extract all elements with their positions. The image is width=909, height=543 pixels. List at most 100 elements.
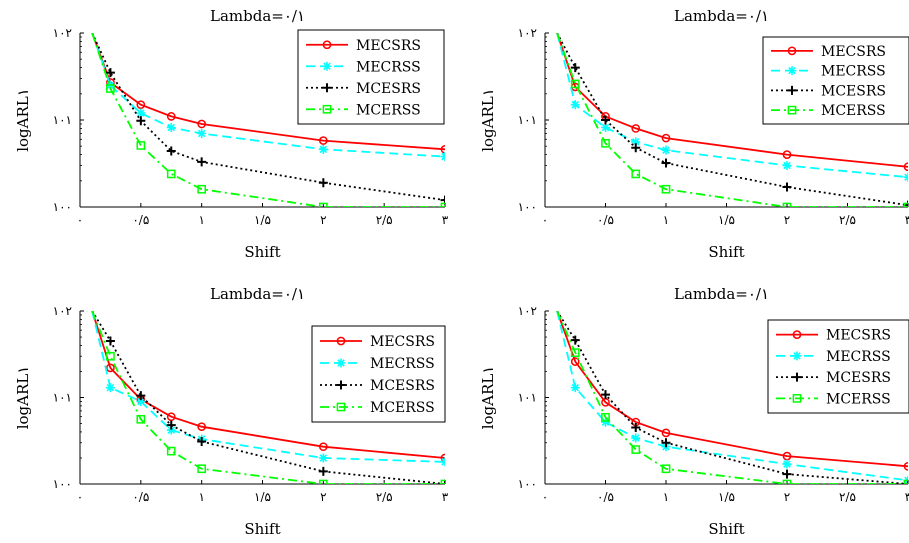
legend-label: MECRSS xyxy=(370,356,435,372)
data-point xyxy=(661,184,671,194)
legend-label: MECSRS xyxy=(356,38,421,54)
legend-marker xyxy=(322,83,332,93)
data-point xyxy=(197,128,207,138)
series-mcerss xyxy=(556,33,908,207)
legend-label: MCESRS xyxy=(356,81,421,97)
legend-label: MECRSS xyxy=(826,349,891,365)
data-point xyxy=(166,169,176,179)
legend: MECSRS MECRSS MCESRS MCERSS xyxy=(311,325,446,423)
legend-entry-mecrss: MECRSS xyxy=(320,356,435,372)
data-point xyxy=(318,202,328,207)
y-tick-label: ۱۰۰ xyxy=(518,200,537,214)
data-point xyxy=(166,412,176,422)
data-point xyxy=(440,152,445,162)
chart-title: Lambda=۰/۱ xyxy=(210,285,305,303)
chart-title: Lambda=۰/۱ xyxy=(210,7,305,25)
data-point xyxy=(601,390,610,400)
x-tick-label: ۱/۵ xyxy=(254,490,271,504)
y-tick-label: ۱۰۱ xyxy=(518,113,537,127)
data-point xyxy=(903,162,908,172)
data-point xyxy=(166,425,176,435)
legend-entry-mcerss: MCERSS xyxy=(320,400,435,416)
x-tick-label: ۲/۵ xyxy=(376,213,393,227)
series-mcesrs xyxy=(91,311,445,484)
series-line xyxy=(556,311,908,484)
data-point xyxy=(631,143,641,153)
legend-entry-mcesrs: MCESRS xyxy=(776,370,891,386)
x-tick-label: ۲/۵ xyxy=(376,490,393,504)
data-point xyxy=(440,195,445,205)
data-point xyxy=(136,414,146,424)
data-point xyxy=(631,124,641,133)
x-tick-label: ۰ xyxy=(77,213,83,227)
legend-marker xyxy=(336,358,346,368)
legend-label: MECRSS xyxy=(821,64,886,80)
x-tick-label: ۰/۵ xyxy=(597,213,614,227)
data-point xyxy=(166,112,176,121)
data-point xyxy=(197,157,207,167)
data-point xyxy=(661,133,671,143)
data-point xyxy=(903,172,908,182)
x-tick-label: ۲ xyxy=(320,490,326,504)
x-tick-label: ۳ xyxy=(442,490,449,504)
x-tick-label: ۱/۵ xyxy=(718,490,735,504)
legend-label: MCESRS xyxy=(370,378,435,394)
data-point xyxy=(440,202,445,207)
legend-label: MCERSS xyxy=(826,391,891,407)
y-axis-label: logARL۱ xyxy=(14,366,32,430)
chart-panel-4: ۰ ۰/۵ ۱ ۱/۵ ۲ ۲/۵ ۳ ۱۰۰ ۱۰۱ ۱۰۲ Lambda=۰/۱ Shift log… xyxy=(479,285,909,538)
plot-area xyxy=(91,311,445,484)
legend-label: MECSRS xyxy=(821,44,886,60)
data-point xyxy=(782,202,792,207)
legend-entry-mecsrs: MECSRS xyxy=(320,334,435,350)
legend-label: MCESRS xyxy=(821,83,886,99)
y-tick-label: ۱۰۰ xyxy=(518,477,537,491)
y-tick-label: ۱۰۱ xyxy=(53,113,72,127)
data-point xyxy=(661,158,671,168)
series-mcerss xyxy=(556,311,908,484)
data-point xyxy=(136,141,146,150)
data-point xyxy=(318,479,328,484)
legend-label: MCERSS xyxy=(821,103,886,119)
series-mcerss xyxy=(91,33,445,207)
data-point xyxy=(782,469,792,479)
plot-area xyxy=(556,33,908,207)
data-point xyxy=(197,436,207,446)
data-point xyxy=(631,169,641,179)
x-tick-label: ۰ xyxy=(77,490,83,504)
y-tick-label: ۱۰۱ xyxy=(518,391,537,405)
data-point xyxy=(903,461,908,471)
legend-entry-mecrss: MECRSS xyxy=(776,349,891,365)
x-tick-label: ۱ xyxy=(198,490,204,504)
legend-entry-mecsrs: MECSRS xyxy=(771,44,886,60)
x-tick-label: ۰ xyxy=(542,490,548,504)
data-point xyxy=(782,160,792,170)
data-point xyxy=(661,145,671,155)
data-point xyxy=(570,100,580,110)
legend-marker xyxy=(792,394,802,403)
legend-label: MCERSS xyxy=(370,400,435,416)
x-tick-label: ۱/۵ xyxy=(718,213,735,227)
legend-box xyxy=(297,29,445,125)
data-point xyxy=(440,479,445,484)
legend: MECSRS MECRSS MCESRS MCERSS xyxy=(767,319,909,414)
data-point xyxy=(197,422,207,432)
legend-marker xyxy=(787,85,797,95)
data-point xyxy=(903,479,908,484)
legend-label: MCESRS xyxy=(826,370,891,386)
x-tick-label: ۲/۵ xyxy=(839,213,856,227)
data-point xyxy=(570,63,580,73)
data-point xyxy=(166,420,176,430)
data-point xyxy=(661,428,671,438)
chart-panel-2: ۰ ۰/۵ ۱ ۱/۵ ۲ ۲/۵ ۳ ۱۰۰ ۱۰۱ ۱۰۲ Lambda=۰/۱ Shift log… xyxy=(479,7,909,261)
data-point xyxy=(105,68,115,78)
data-point xyxy=(318,144,328,154)
data-point xyxy=(318,453,328,463)
x-axis-label: Shift xyxy=(708,243,744,261)
data-point xyxy=(570,335,580,345)
legend-marker xyxy=(322,104,332,114)
legend-entry-mecrss: MECRSS xyxy=(771,64,886,80)
legend-marker xyxy=(336,336,346,346)
legend-entry-mcesrs: MCESRS xyxy=(320,378,435,394)
